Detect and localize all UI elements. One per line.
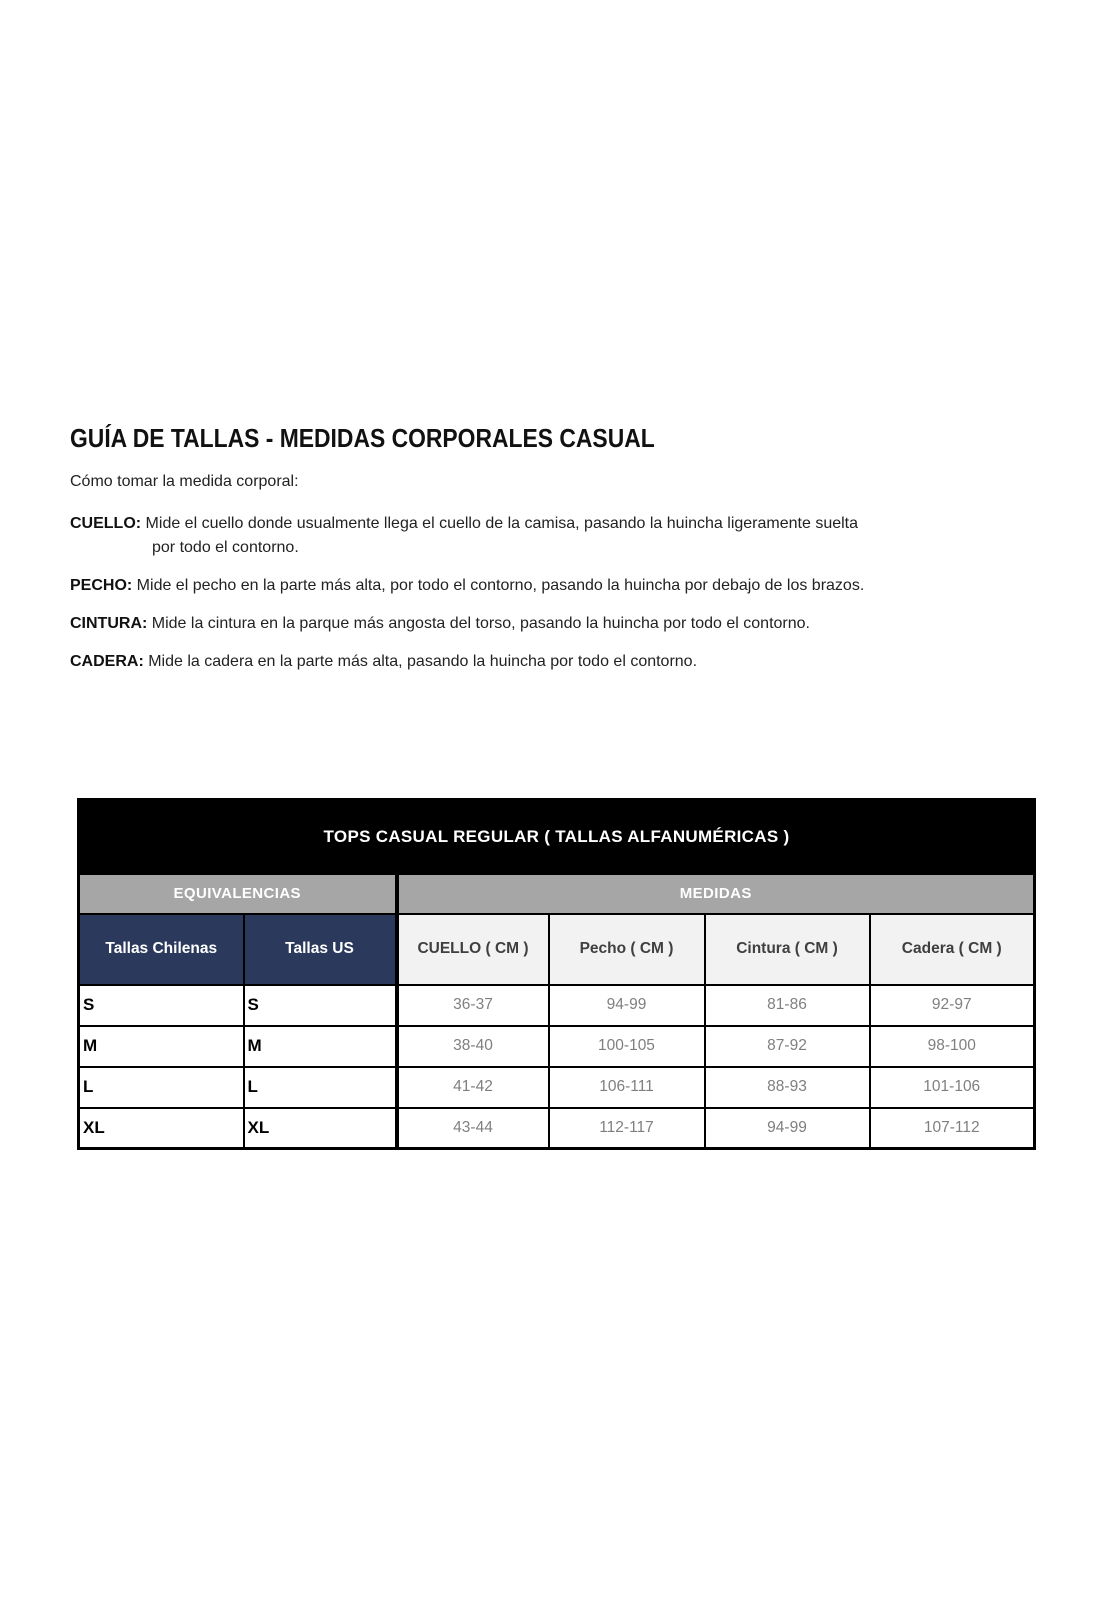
instruction-cuello: CUELLO: Mide el cuello donde usualmente … (70, 512, 1022, 560)
column-header-cintura: Cintura ( CM ) (703, 912, 871, 986)
group-header-row: EQUIVALENCIAS MEDIDAS (77, 872, 1036, 915)
instruction-cintura: CINTURA: Mide la cintura en la parque má… (70, 612, 1022, 636)
cell-talla-chilena: L (77, 1065, 245, 1109)
cell-talla-us: S (242, 983, 398, 1027)
cell-cadera: 92-97 (868, 983, 1036, 1027)
instruction-text: Mide la cintura en la parque más angosta… (147, 615, 810, 632)
cell-talla-chilena: M (77, 1024, 245, 1068)
table-row-l: L L 41-42 106-111 88-93 101-106 (77, 1065, 1036, 1109)
table-title: TOPS CASUAL REGULAR ( TALLAS ALFANUMÉRIC… (77, 798, 1036, 875)
instruction-text: Mide el cuello donde usualmente llega el… (141, 515, 859, 532)
instruction-cadera: CADERA: Mide la cadera en la parte más a… (70, 650, 1022, 674)
cell-talla-us: L (242, 1065, 398, 1109)
cell-cuello: 41-42 (394, 1065, 550, 1109)
instruction-pecho: PECHO: Mide el pecho en la parte más alt… (70, 574, 1022, 598)
cell-talla-chilena: S (77, 983, 245, 1027)
cell-cadera: 107-112 (868, 1106, 1036, 1150)
size-table-container: TOPS CASUAL REGULAR ( TALLAS ALFANUMÉRIC… (77, 798, 1036, 1150)
group-header-medidas: MEDIDAS (394, 872, 1036, 915)
cell-cuello: 36-37 (394, 983, 550, 1027)
cell-cuello: 43-44 (394, 1106, 550, 1150)
table-row-m: M M 38-40 100-105 87-92 98-100 (77, 1024, 1036, 1068)
column-header-tallas-chilenas: Tallas Chilenas (77, 912, 245, 986)
column-header-pecho: Pecho ( CM ) (547, 912, 706, 986)
instruction-label: PECHO: (70, 577, 133, 594)
cell-pecho: 106-111 (547, 1065, 706, 1109)
column-header-row: Tallas Chilenas Tallas US CUELLO ( CM ) … (77, 912, 1036, 986)
cell-cadera: 98-100 (868, 1024, 1036, 1068)
cell-pecho: 100-105 (547, 1024, 706, 1068)
instruction-text-continuation: por todo el contorno. (152, 539, 299, 556)
instruction-label: CADERA: (70, 653, 144, 670)
table-row-xl: XL XL 43-44 112-117 94-99 107-112 (77, 1106, 1036, 1150)
cell-cintura: 88-93 (703, 1065, 871, 1109)
cell-talla-chilena: XL (77, 1106, 245, 1150)
instruction-label: CUELLO: (70, 515, 142, 532)
cell-pecho: 94-99 (547, 983, 706, 1027)
cell-cintura: 81-86 (703, 983, 871, 1027)
table-title-row: TOPS CASUAL REGULAR ( TALLAS ALFANUMÉRIC… (77, 798, 1036, 875)
column-header-tallas-us: Tallas US (242, 912, 398, 986)
cell-cuello: 38-40 (394, 1024, 550, 1068)
instruction-text: Mide el pecho en la parte más alta, por … (132, 577, 865, 594)
cell-pecho: 112-117 (547, 1106, 706, 1150)
instruction-text: Mide la cadera en la parte más alta, pas… (143, 653, 698, 670)
cell-cadera: 101-106 (868, 1065, 1036, 1109)
group-header-equivalencias: EQUIVALENCIAS (77, 872, 398, 915)
page-title: GUÍA DE TALLAS - MEDIDAS CORPORALES CASU… (70, 423, 655, 453)
cell-talla-us: XL (242, 1106, 398, 1150)
cell-cintura: 94-99 (703, 1106, 871, 1150)
intro-text: Cómo tomar la medida corporal: (70, 473, 299, 490)
size-table: TOPS CASUAL REGULAR ( TALLAS ALFANUMÉRIC… (77, 798, 1036, 1150)
table-row-s: S S 36-37 94-99 81-86 92-97 (77, 983, 1036, 1027)
size-guide-text-block: GUÍA DE TALLAS - MEDIDAS CORPORALES CASU… (70, 423, 1022, 688)
column-header-cadera: Cadera ( CM ) (868, 912, 1036, 986)
instruction-label: CINTURA: (70, 615, 148, 632)
cell-talla-us: M (242, 1024, 398, 1068)
column-header-cuello: CUELLO ( CM ) (394, 912, 550, 986)
cell-cintura: 87-92 (703, 1024, 871, 1068)
